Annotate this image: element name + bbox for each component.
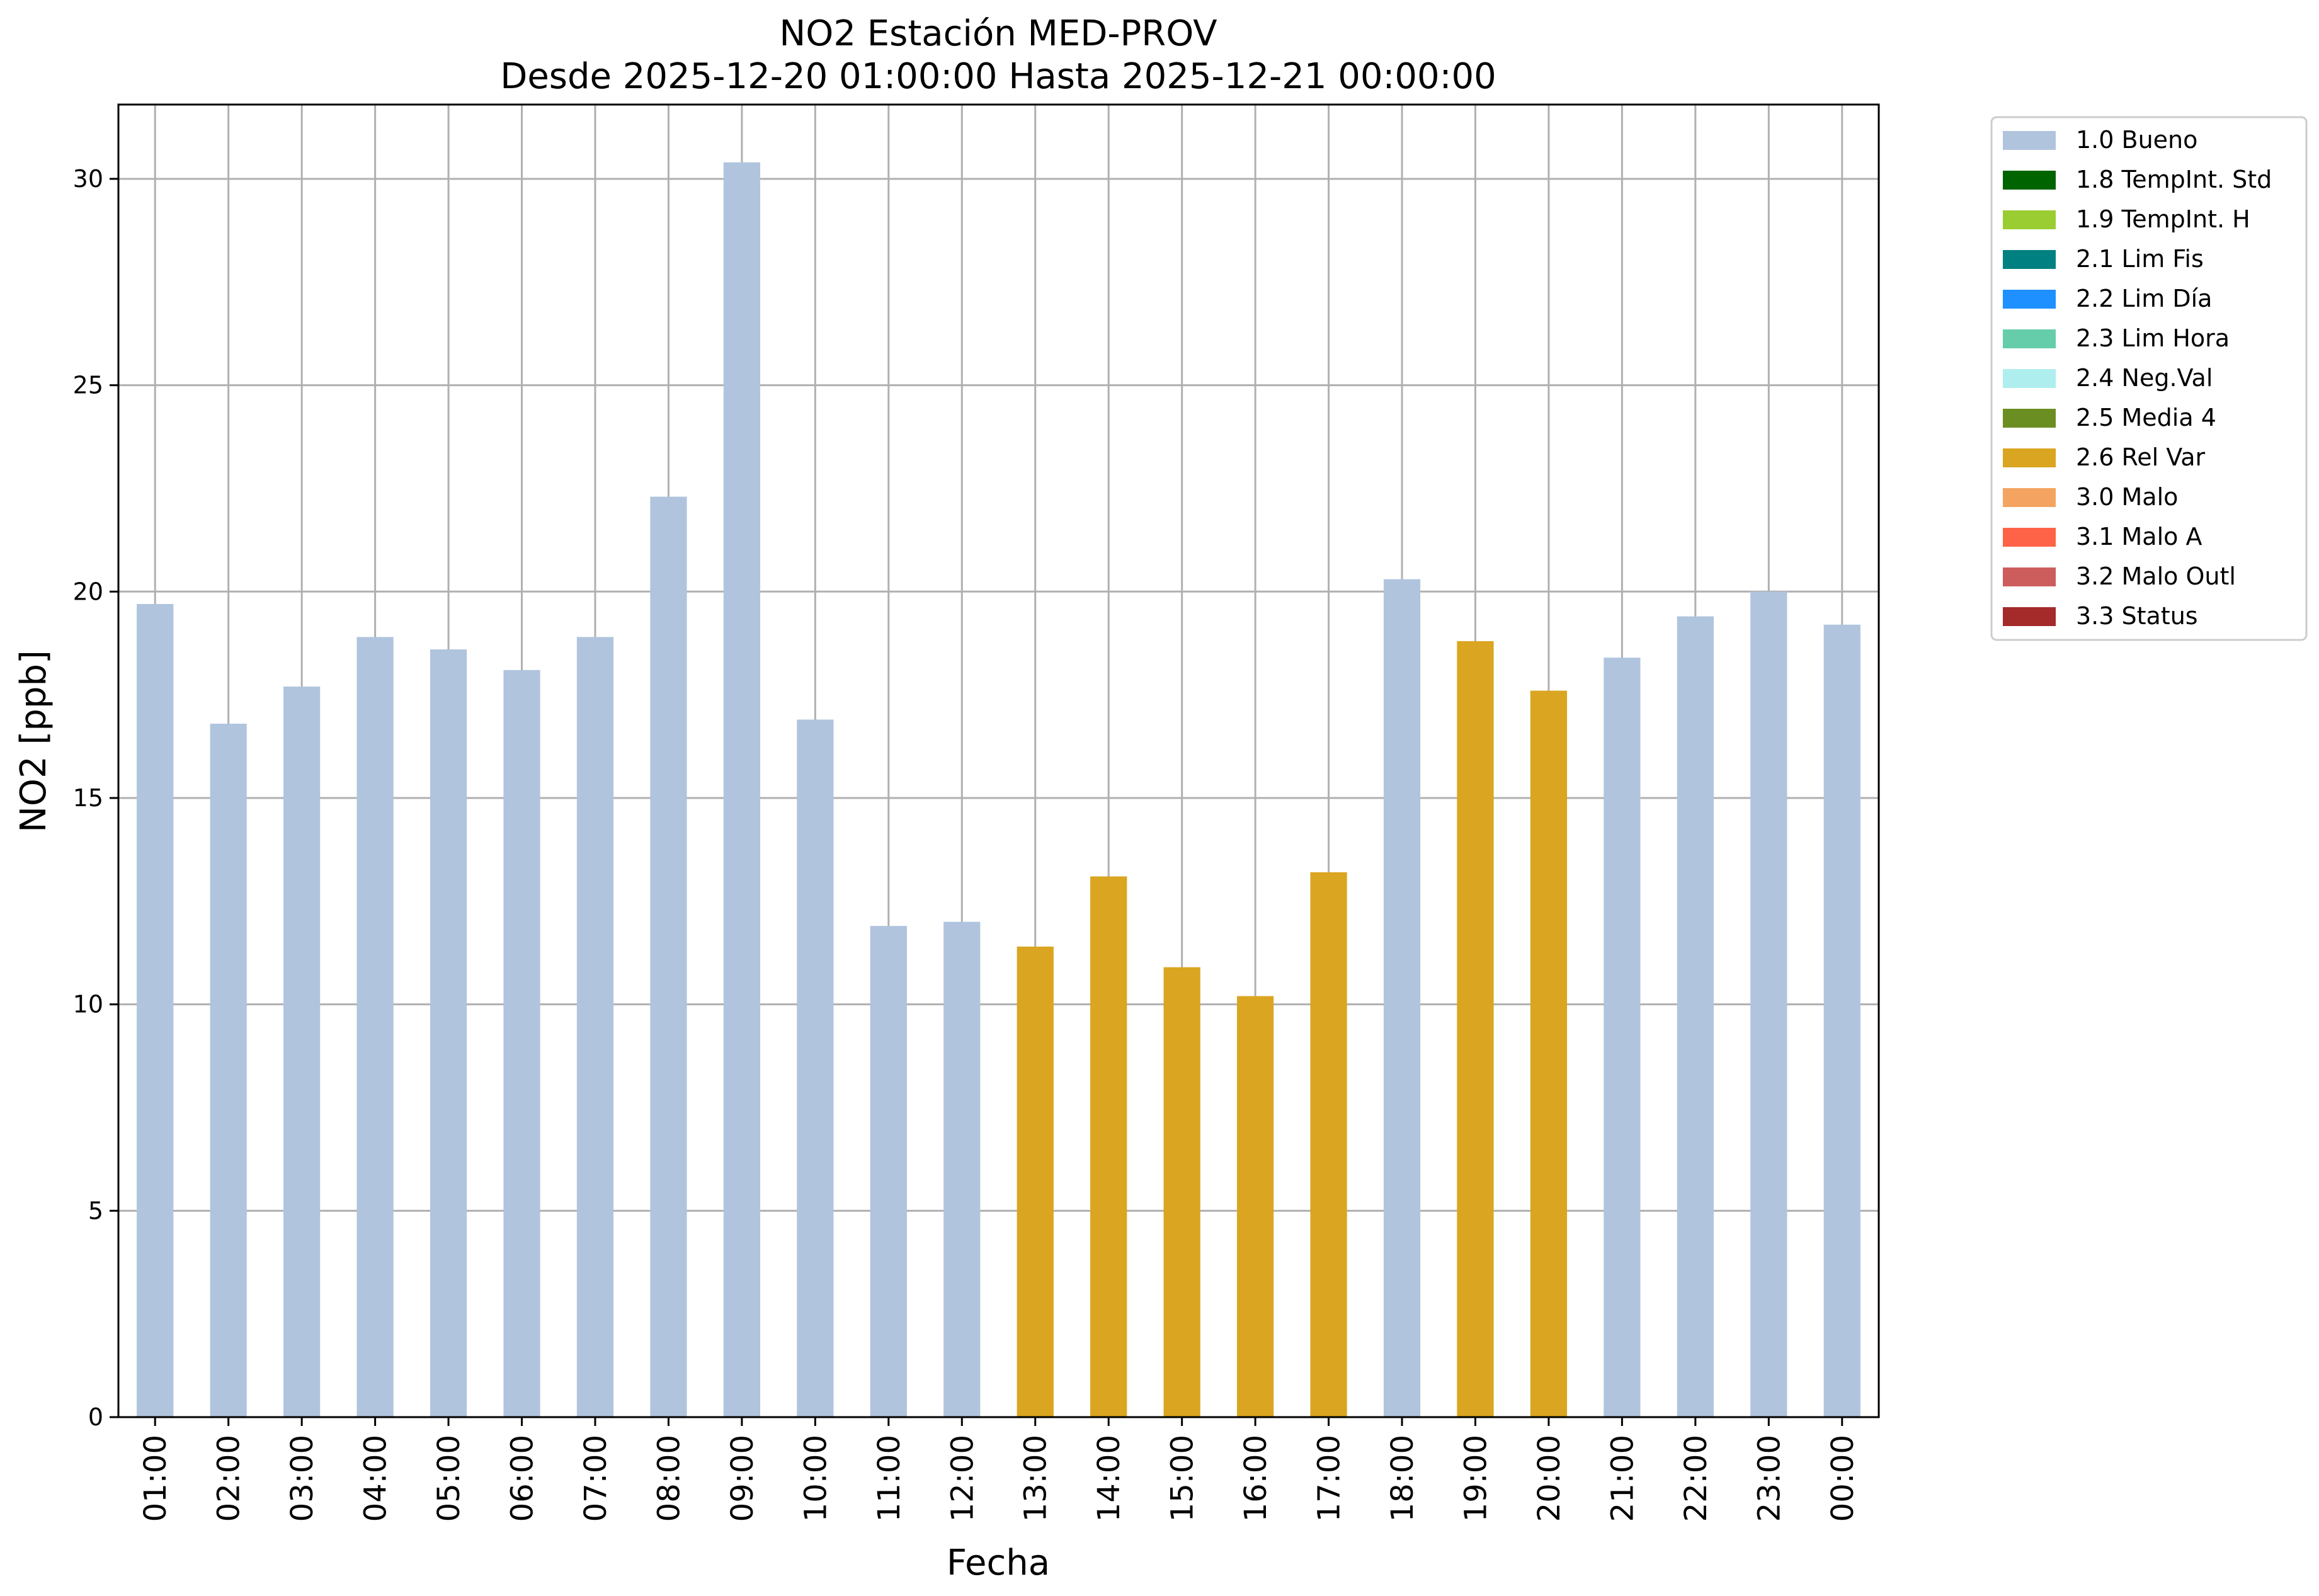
legend-label: 3.3 Status bbox=[2076, 602, 2198, 630]
legend-swatch bbox=[2003, 250, 2056, 269]
bar-1900 bbox=[1457, 641, 1494, 1417]
legend-frame bbox=[1990, 116, 2308, 641]
legend-label: 3.1 Malo A bbox=[2076, 523, 2202, 550]
plot-frame bbox=[117, 103, 1880, 1418]
legend-swatch bbox=[2003, 210, 2056, 229]
bar-0900 bbox=[723, 162, 761, 1417]
x-tick-label: 15:00 bbox=[1165, 1435, 1200, 1522]
y-tick-label: 20 bbox=[73, 578, 103, 605]
x-tick-label: 16:00 bbox=[1238, 1435, 1273, 1522]
x-ticks: 01:00 02:00 03:00 04:00 05:00 06:00 07:00 08:00… bbox=[138, 1417, 1860, 1522]
chart-subtitle: Desde 2025-12-20 01:00:00 Hasta 2025-12-… bbox=[500, 56, 1496, 97]
x-tick-label: 12:00 bbox=[945, 1435, 980, 1522]
legend-label: 2.6 Rel Var bbox=[2076, 443, 2206, 471]
bar-2000 bbox=[1530, 690, 1568, 1417]
x-tick-label: 09:00 bbox=[725, 1435, 760, 1522]
legend-swatch bbox=[2003, 329, 2056, 348]
legend-swatch bbox=[2003, 567, 2056, 586]
x-tick-label: 11:00 bbox=[872, 1435, 907, 1522]
y-axis-label: NO2 [ppb] bbox=[13, 650, 54, 833]
x-tick-label: 01:00 bbox=[138, 1435, 173, 1522]
bar-0700 bbox=[576, 637, 614, 1417]
x-tick-label: 03:00 bbox=[285, 1435, 320, 1522]
legend-swatch bbox=[2003, 488, 2056, 507]
legend-label: 2.4 Neg.Val bbox=[2076, 364, 2213, 392]
y-tick-label: 15 bbox=[73, 784, 103, 812]
x-tick-label: 08:00 bbox=[651, 1435, 687, 1522]
x-tick-label: 14:00 bbox=[1091, 1435, 1127, 1522]
bars bbox=[137, 162, 1860, 1418]
y-tick-label: 0 bbox=[88, 1403, 103, 1431]
legend-label: 2.3 Lim Hora bbox=[2076, 324, 2230, 352]
y-tick-label: 30 bbox=[73, 165, 103, 193]
bar-1800 bbox=[1383, 579, 1421, 1417]
y-tick-label: 5 bbox=[88, 1197, 103, 1224]
y-tick-label: 10 bbox=[73, 991, 103, 1018]
legend-items: 1.0 Bueno 1.8 TempInt. Std 1.9 TempInt. H 2… bbox=[2003, 126, 2272, 630]
legend-label: 2.2 Lim Día bbox=[2076, 285, 2212, 312]
legend-label: 2.1 Lim Fis bbox=[2076, 245, 2204, 273]
x-tick-label: 21:00 bbox=[1605, 1435, 1640, 1522]
legend-label: 1.0 Bueno bbox=[2076, 126, 2197, 154]
legend-swatch bbox=[2003, 290, 2056, 309]
legend-label: 2.5 Media 4 bbox=[2076, 404, 2216, 431]
legend-swatch bbox=[2003, 448, 2056, 467]
bar-1000 bbox=[797, 719, 834, 1417]
x-tick-label: 07:00 bbox=[578, 1435, 613, 1522]
bar-0200 bbox=[210, 724, 247, 1417]
chart-title: NO2 Estación MED-PROV bbox=[779, 13, 1217, 54]
x-axis-label: Fecha bbox=[947, 1542, 1050, 1583]
x-tick-label: 04:00 bbox=[358, 1435, 394, 1522]
bar-1300 bbox=[1017, 946, 1054, 1417]
bar-1600 bbox=[1236, 996, 1274, 1417]
legend-swatch bbox=[2003, 409, 2056, 428]
bar-0100 bbox=[137, 603, 174, 1418]
legend-label: 3.0 Malo bbox=[2076, 483, 2178, 511]
x-tick-label: 20:00 bbox=[1532, 1435, 1567, 1522]
bar-0400 bbox=[356, 637, 394, 1417]
x-tick-label: 10:00 bbox=[798, 1435, 833, 1522]
bar-0500 bbox=[430, 649, 467, 1417]
x-tick-label: 19:00 bbox=[1458, 1435, 1493, 1522]
y-tick-label: 25 bbox=[73, 372, 103, 399]
bar-1500 bbox=[1163, 967, 1200, 1417]
bar-1100 bbox=[870, 926, 907, 1417]
bar-2300 bbox=[1750, 591, 1787, 1418]
legend-label: 1.9 TempInt. H bbox=[2076, 205, 2250, 233]
legend-swatch bbox=[2003, 369, 2056, 388]
bar-0300 bbox=[283, 687, 321, 1417]
legend-swatch bbox=[2003, 131, 2056, 150]
bar-1700 bbox=[1310, 872, 1347, 1417]
bar-0000 bbox=[1823, 624, 1860, 1417]
bar-2200 bbox=[1677, 616, 1714, 1417]
x-tick-label: 18:00 bbox=[1385, 1435, 1420, 1522]
x-tick-label: 22:00 bbox=[1678, 1435, 1714, 1522]
legend-swatch bbox=[2003, 528, 2056, 547]
y-ticks: 0 5 10 15 20 25 30 bbox=[73, 165, 118, 1431]
bar-0800 bbox=[650, 496, 687, 1417]
x-tick-label: 17:00 bbox=[1312, 1435, 1347, 1522]
bar-1200 bbox=[943, 921, 981, 1417]
legend-swatch bbox=[2003, 607, 2056, 626]
legend-label: 1.8 TempInt. Std bbox=[2076, 166, 2272, 193]
x-tick-label: 00:00 bbox=[1825, 1435, 1860, 1522]
x-tick-label: 23:00 bbox=[1752, 1435, 1787, 1522]
x-tick-label: 05:00 bbox=[431, 1435, 467, 1522]
bar-0600 bbox=[503, 670, 540, 1417]
bar-2100 bbox=[1604, 658, 1641, 1417]
bar-1400 bbox=[1090, 876, 1127, 1417]
legend: 1.0 Bueno 1.8 TempInt. Std 1.9 TempInt. H 2… bbox=[1990, 116, 2308, 641]
x-tick-label: 13:00 bbox=[1018, 1435, 1054, 1522]
legend-label: 3.2 Malo Outl bbox=[2076, 562, 2236, 590]
x-tick-label: 06:00 bbox=[505, 1435, 540, 1522]
x-tick-label: 02:00 bbox=[212, 1435, 247, 1522]
legend-swatch bbox=[2003, 171, 2056, 190]
